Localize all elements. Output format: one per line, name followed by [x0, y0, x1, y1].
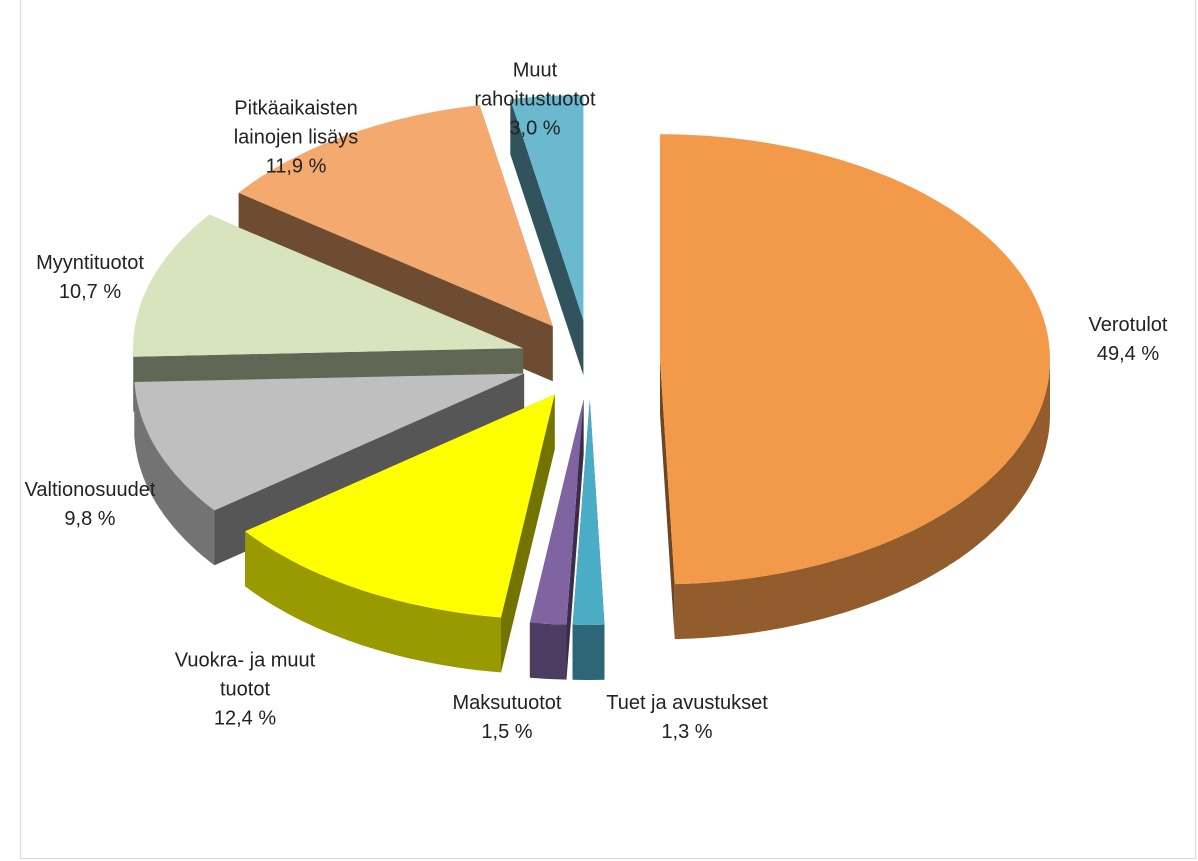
slice-wall: [245, 531, 501, 673]
slice: [133, 214, 524, 357]
value-label: 9,8 %: [64, 508, 116, 530]
chart-frame: [20, 0, 1196, 859]
category-name: Myyntituotot: [36, 252, 144, 274]
category-name: Valtionosuudet: [24, 479, 156, 501]
value-label: 11,9 %: [265, 155, 327, 178]
slice-wall: [572, 624, 605, 680]
category-name: Vuokra- ja muut tuotot: [174, 649, 316, 701]
value-label: 1,5 %: [481, 721, 533, 743]
slice-label: Myyntituotot 10,7 %: [0, 249, 190, 307]
slice-wall: [674, 359, 1050, 640]
value-label: 3,0 %: [509, 117, 561, 140]
slice-wall: [529, 622, 567, 680]
category-name: Maksutuotot: [452, 692, 562, 714]
category-name: Verotulot: [1088, 314, 1168, 336]
slice: [660, 134, 1050, 585]
slice-side: [501, 394, 555, 673]
slice-side: [660, 359, 675, 640]
slice-label: Valtionosuudet 9,8 %: [0, 476, 190, 534]
value-label: 12,4 %: [213, 707, 277, 730]
value-label: 10,7 %: [58, 281, 122, 303]
slice: [238, 105, 553, 327]
slice: [510, 95, 584, 321]
slice: [529, 399, 584, 625]
category-name: Tuet ja avustukset: [606, 692, 768, 714]
slice-label: Verotulot 49,4 %: [1048, 311, 1198, 369]
slice-wall: [134, 382, 215, 566]
slice: [572, 400, 605, 625]
slice-label: Pitkäaikaisten lainojen lisäys 11,9 %: [211, 95, 381, 182]
slice-label: Vuokra- ja muut tuotot 12,4 %: [150, 647, 340, 734]
slice-side: [510, 99, 584, 376]
slice: [245, 394, 555, 618]
slice-label: Tuet ja avustukset 1,3 %: [577, 689, 797, 747]
slice-label: Maksutuotot 1,5 %: [422, 689, 592, 747]
category-name: Muut rahoitustuotot: [474, 59, 596, 111]
category-name: Pitkäaikaisten lainojen lisäys: [233, 97, 359, 149]
value-label: 49,4 %: [1096, 343, 1160, 365]
slice-label: Muut rahoitustuotot 3,0 %: [465, 57, 605, 144]
slice: [134, 373, 525, 511]
value-label: 1,3 %: [661, 721, 713, 743]
